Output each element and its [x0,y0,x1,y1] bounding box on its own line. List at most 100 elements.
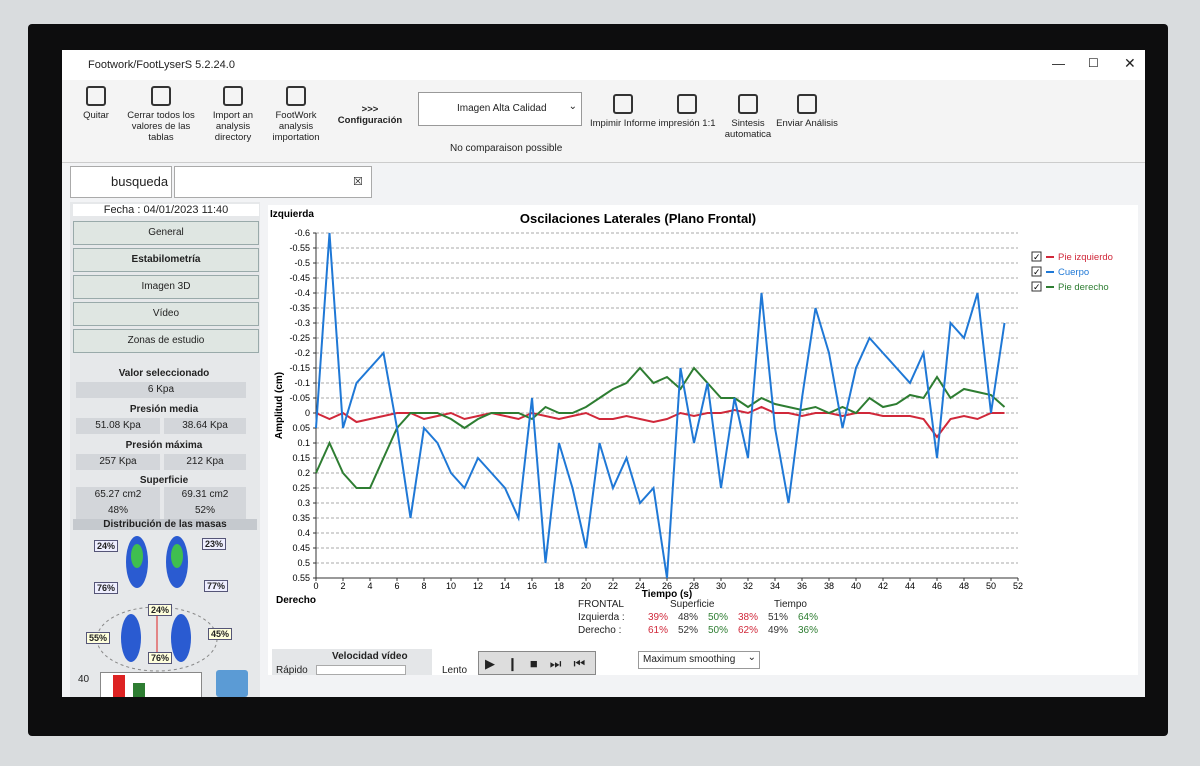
menu-item[interactable]: Imagen 3D [73,275,259,299]
quality-select[interactable]: Imagen Alta Calidad ⌄ [418,92,582,126]
section-header: Valor seleccionado [118,368,210,379]
view-button[interactable] [216,670,248,697]
value-box: 38.64 Kpa [164,418,246,434]
label: busqueda [111,174,169,189]
right-foot [171,614,191,662]
label: Configuración [337,115,403,126]
smoothing-select[interactable]: Maximum smoothing ⌄ [638,651,760,669]
label: FootWork analysis importation [272,110,320,143]
y-tick-label: 0.25 [292,483,310,493]
menu-item[interactable]: Zonas de estudio [73,329,259,353]
footwork-import-button[interactable]: FootWork analysis importation [266,86,326,143]
menu-item[interactable]: Estabilometría [73,248,259,272]
chart-title: Oscilaciones Laterales (Plano Frontal) [520,211,756,226]
label: Imagen Alta Calidad [457,103,547,114]
table-header: Superficie [670,599,715,610]
x-tick-label: 2 [340,581,345,591]
value-box: 257 Kpa [76,454,160,470]
left-foot-pressure [131,544,143,568]
x-tick-label: 34 [770,581,780,591]
label: Import an analysis directory [212,110,254,143]
synthesis-button[interactable]: Sintesis automatica [722,94,774,140]
section-header: Presión media [129,404,199,415]
patient-tab[interactable]: ☒ [174,166,372,198]
tab-close[interactable]: ☒ [353,176,363,188]
maximize-button[interactable]: ☐ [1088,56,1099,70]
left-foot [121,614,141,662]
import-dir-button[interactable]: Import an analysis directory [204,86,262,143]
series-line [315,232,1006,579]
y-tick-label: 0 [305,408,310,418]
y-tick-label: -0.25 [289,333,310,343]
x-tick-label: 0 [313,581,318,591]
y-tick-label: -0.4 [294,288,310,298]
table-cell: 48% [678,612,699,623]
y-tick-label: -0.15 [289,363,310,373]
video-controls[interactable]: ▶❙■⏭⏮ [478,651,596,675]
legend-label: Pie derecho [1058,282,1109,293]
mass-label: 76% [94,582,119,594]
x-tick-label: 4 [367,581,372,591]
y-tick-label: -0.55 [289,243,310,253]
value-box: 212 Kpa [164,454,246,470]
foot-diagram [96,536,218,672]
section-header: Presión máxima [125,440,203,451]
bar [133,683,145,697]
comparison-note: No comparaison possible [450,143,563,154]
y-tick-label: -0.5 [294,258,310,268]
series-line [315,405,1005,439]
quit-button[interactable]: Quitar [76,86,116,121]
y-tick-label: 0.5 [297,558,310,568]
x-tick-label: 46 [932,581,942,591]
mass-label: 55% [86,632,111,644]
table-cell: 36% [798,625,819,636]
x-tick-label: 28 [689,581,699,591]
x-tick-label: 42 [878,581,888,591]
x-tick-label: 22 [608,581,618,591]
video-label: Velocidad vídeo [332,651,408,662]
table-cell: 51% [768,612,789,623]
y-tick-label: -0.05 [289,393,310,403]
legend-label: Cuerpo [1058,267,1089,278]
x-tick-label: 16 [527,581,537,591]
x-tick-label: 20 [581,581,591,591]
label: Impimir Informe [590,118,656,129]
summary-table: FRONTAL Superficie Tiempo Izquierda : 39% 48%… [578,599,838,639]
close-all-button[interactable]: Cerrar todos los valores de las tablas [126,86,196,143]
legend-label: Pie izquierdo [1058,252,1113,263]
close-button[interactable]: ✕ [1124,55,1136,71]
menu-item[interactable]: General [73,221,259,245]
y-tick-label: 0.45 [292,543,310,553]
table-cell: 50% [708,612,729,623]
x-tick-label: 12 [473,581,483,591]
minimize-button[interactable]: — [1052,56,1065,71]
window-title: Footwork/FootLyserS 5.2.24.0 [88,59,235,71]
y-tick-label: -0.45 [289,273,310,283]
y-tick-label: 0.4 [297,528,310,538]
print-1-1-button[interactable]: impresión 1:1 [656,94,718,129]
y-tick-label: 0.15 [292,453,310,463]
search-tab[interactable]: busqueda [70,166,172,198]
mass-label: 77% [204,580,229,592]
bar [113,675,125,697]
title-bar: Footwork/FootLyserS 5.2.24.0 — ☐ ✕ [62,50,1145,80]
x-tick-label: 40 [851,581,861,591]
mass-label: 23% [202,538,227,550]
x-tick-label: 26 [662,581,672,591]
legend-check: ✓ [1033,252,1041,262]
y-tick-label: 0.3 [297,498,310,508]
speed-slider[interactable] [316,665,406,675]
print-report-button[interactable]: Impimir Informe [590,94,656,129]
x-tick-label: 14 [500,581,510,591]
value-box: 51.08 Kpa [76,418,160,434]
y-tick-label: 0.2 [297,468,310,478]
config-button[interactable]: >>> Configuración [334,104,406,126]
label: Cerrar todos los valores de las tablas [127,110,195,143]
send-button[interactable]: Enviar Análisis [776,94,838,129]
row-label: Derecho : [578,625,622,636]
value-box: 6 Kpa [76,382,246,398]
y-tick-label: 0.05 [292,423,310,433]
menu-item[interactable]: Vídeo [73,302,259,326]
legend-check: ✓ [1033,282,1041,292]
x-tick-label: 50 [986,581,996,591]
